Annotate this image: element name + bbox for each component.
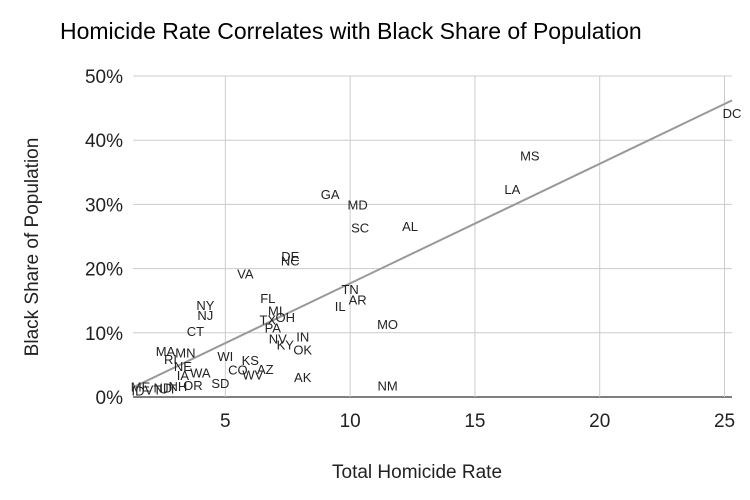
data-point-dc: DC	[723, 106, 742, 121]
data-point-ga: GA	[321, 187, 340, 202]
data-point-ma: MA	[156, 344, 176, 359]
y-tick-label: 40%	[85, 131, 123, 152]
data-point-al: AL	[402, 219, 418, 234]
data-point-mi: MI	[268, 303, 282, 318]
x-tick-label: 5	[220, 411, 231, 432]
data-point-md: MD	[348, 197, 368, 212]
data-point-nj: NJ	[197, 308, 213, 323]
chart-title: Homicide Rate Correlates with Black Shar…	[60, 18, 642, 44]
x-tick-label: 15	[464, 411, 485, 432]
data-point-mn: MN	[175, 346, 195, 361]
data-point-az: AZ	[257, 362, 274, 377]
data-point-in: IN	[296, 330, 309, 345]
y-tick-label: 20%	[85, 260, 123, 281]
data-point-me: ME	[131, 380, 151, 395]
data-point-ut: UT	[159, 382, 176, 397]
data-point-nd: ND	[154, 380, 173, 395]
y-tick-label: 50%	[85, 67, 123, 88]
x-tick-label: 10	[340, 411, 361, 432]
data-point-ri: RI	[164, 352, 177, 367]
data-point-de: DE	[281, 249, 299, 264]
data-point-pa: PA	[265, 321, 282, 336]
data-point-ky: KY	[277, 337, 295, 352]
data-point-tx: TX	[259, 312, 276, 327]
data-point-oh: OH	[275, 310, 295, 325]
data-point-id: ID	[131, 384, 144, 399]
data-point-tn: TN	[341, 282, 358, 297]
y-tick-label: 0%	[96, 388, 124, 409]
data-point-vt: VT	[145, 382, 162, 397]
y-tick-label: 30%	[85, 195, 123, 216]
x-tick-label: 20	[589, 411, 610, 432]
data-point-wi: WI	[217, 349, 233, 364]
data-point-ak: AK	[294, 370, 312, 385]
data-point-ct: CT	[187, 324, 204, 339]
data-point-co: CO	[228, 362, 248, 377]
data-point-nc: NC	[281, 253, 300, 268]
data-point-ia: IA	[177, 368, 190, 383]
data-point-sc: SC	[351, 221, 369, 236]
x-axis-title: Total Homicide Rate	[332, 462, 503, 483]
data-point-wv: WV	[242, 368, 263, 383]
y-axis-title: Black Share of Population	[22, 137, 43, 357]
data-point-ok: OK	[293, 342, 312, 357]
data-point-il: IL	[335, 299, 346, 314]
data-point-nv: NV	[269, 332, 287, 347]
data-point-nm: NM	[377, 378, 397, 393]
data-point-ar: AR	[349, 292, 367, 307]
data-point-sd: SD	[211, 376, 229, 391]
data-point-wa: WA	[190, 366, 211, 381]
data-point-ks: KS	[242, 353, 260, 368]
y-tick-label: 10%	[85, 324, 123, 345]
data-point-la: LA	[504, 182, 520, 197]
data-point-or: OR	[183, 378, 203, 393]
x-tick-label: 25	[714, 411, 735, 432]
data-point-fl: FL	[260, 291, 275, 306]
data-point-ne: NE	[174, 359, 192, 374]
data-point-ms: MS	[520, 149, 540, 164]
data-point-ny: NY	[196, 298, 214, 313]
data-point-nh: NH	[169, 379, 188, 394]
trendline	[132, 99, 733, 389]
data-point-mo: MO	[377, 317, 398, 332]
data-point-va: VA	[237, 267, 254, 282]
